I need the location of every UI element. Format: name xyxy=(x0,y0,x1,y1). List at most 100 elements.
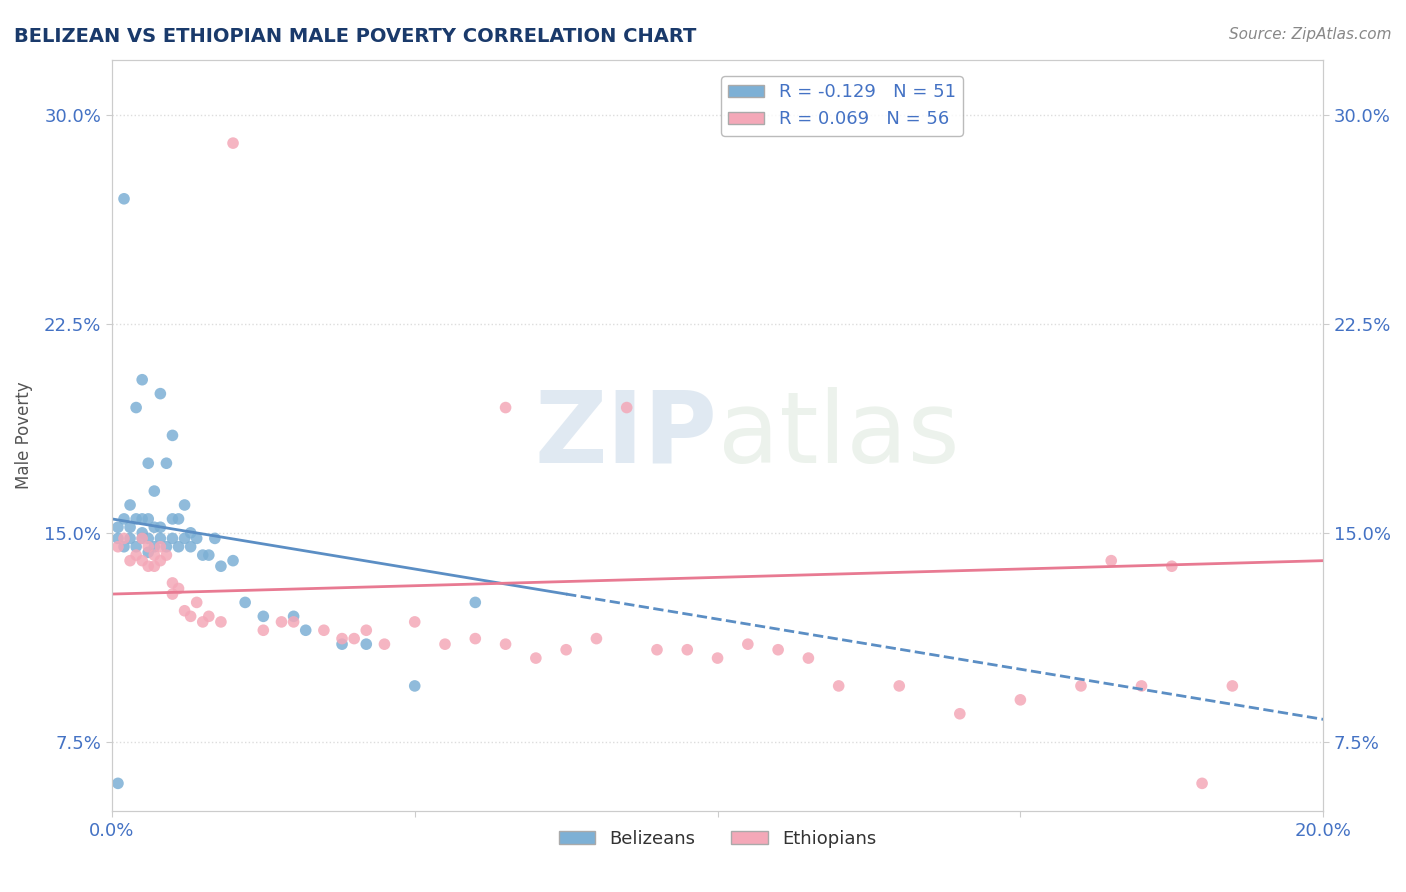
Point xyxy=(343,632,366,646)
Point xyxy=(120,520,142,534)
Point xyxy=(112,192,135,206)
Point xyxy=(524,651,547,665)
Point xyxy=(676,642,699,657)
Point xyxy=(155,548,177,562)
Point xyxy=(131,512,153,526)
Point xyxy=(434,637,457,651)
Point xyxy=(107,520,129,534)
Point xyxy=(173,604,195,618)
Point xyxy=(136,545,159,559)
Point xyxy=(252,609,274,624)
Point xyxy=(495,401,517,415)
Legend: Belizeans, Ethiopians: Belizeans, Ethiopians xyxy=(551,822,883,855)
Point xyxy=(131,373,153,387)
Point xyxy=(191,615,214,629)
Point xyxy=(191,548,214,562)
Point xyxy=(149,540,172,554)
Point xyxy=(143,559,166,574)
Point xyxy=(136,540,159,554)
Text: atlas: atlas xyxy=(717,387,959,483)
Point xyxy=(136,456,159,470)
Point xyxy=(1130,679,1153,693)
Point xyxy=(162,576,184,591)
Point xyxy=(125,401,148,415)
Point xyxy=(283,609,305,624)
Point xyxy=(162,512,184,526)
Point xyxy=(356,624,378,638)
Point xyxy=(107,540,129,554)
Point xyxy=(167,582,190,596)
Point xyxy=(136,559,159,574)
Point xyxy=(1191,776,1213,790)
Point xyxy=(464,595,486,609)
Point xyxy=(112,540,135,554)
Point xyxy=(404,679,426,693)
Point xyxy=(162,532,184,546)
Text: ZIP: ZIP xyxy=(534,387,717,483)
Point xyxy=(173,498,195,512)
Point xyxy=(149,532,172,546)
Point xyxy=(107,532,129,546)
Point xyxy=(1070,679,1092,693)
Point xyxy=(252,624,274,638)
Point xyxy=(143,520,166,534)
Point xyxy=(120,532,142,546)
Point xyxy=(186,532,208,546)
Point xyxy=(312,624,335,638)
Point xyxy=(233,595,256,609)
Point xyxy=(131,525,153,540)
Point xyxy=(222,554,245,568)
Text: BELIZEAN VS ETHIOPIAN MALE POVERTY CORRELATION CHART: BELIZEAN VS ETHIOPIAN MALE POVERTY CORRE… xyxy=(14,27,696,45)
Point xyxy=(186,595,208,609)
Point xyxy=(294,624,316,638)
Point xyxy=(616,401,638,415)
Point xyxy=(464,632,486,646)
Point xyxy=(149,520,172,534)
Point xyxy=(330,637,353,651)
Point xyxy=(125,548,148,562)
Point xyxy=(143,548,166,562)
Point xyxy=(766,642,789,657)
Point xyxy=(136,512,159,526)
Point xyxy=(180,540,202,554)
Point xyxy=(131,532,153,546)
Y-axis label: Male Poverty: Male Poverty xyxy=(15,382,32,489)
Point xyxy=(373,637,395,651)
Point xyxy=(155,456,177,470)
Point xyxy=(585,632,607,646)
Point xyxy=(180,609,202,624)
Point xyxy=(356,637,378,651)
Point xyxy=(198,548,221,562)
Point xyxy=(120,554,142,568)
Point xyxy=(149,554,172,568)
Point xyxy=(125,540,148,554)
Point xyxy=(222,136,245,150)
Point xyxy=(198,609,221,624)
Point xyxy=(173,532,195,546)
Point xyxy=(1010,693,1032,707)
Point xyxy=(120,498,142,512)
Point xyxy=(143,540,166,554)
Point xyxy=(1222,679,1244,693)
Point xyxy=(1160,559,1182,574)
Point xyxy=(180,525,202,540)
Point xyxy=(167,512,190,526)
Point xyxy=(828,679,851,693)
Point xyxy=(495,637,517,651)
Point xyxy=(131,554,153,568)
Point xyxy=(112,512,135,526)
Point xyxy=(330,632,353,646)
Point xyxy=(645,642,668,657)
Point xyxy=(270,615,292,629)
Point xyxy=(155,540,177,554)
Text: Source: ZipAtlas.com: Source: ZipAtlas.com xyxy=(1229,27,1392,42)
Point xyxy=(131,532,153,546)
Point xyxy=(797,651,820,665)
Point xyxy=(112,532,135,546)
Point xyxy=(706,651,728,665)
Point xyxy=(889,679,911,693)
Point xyxy=(737,637,759,651)
Point xyxy=(404,615,426,629)
Point xyxy=(143,484,166,499)
Point xyxy=(209,559,232,574)
